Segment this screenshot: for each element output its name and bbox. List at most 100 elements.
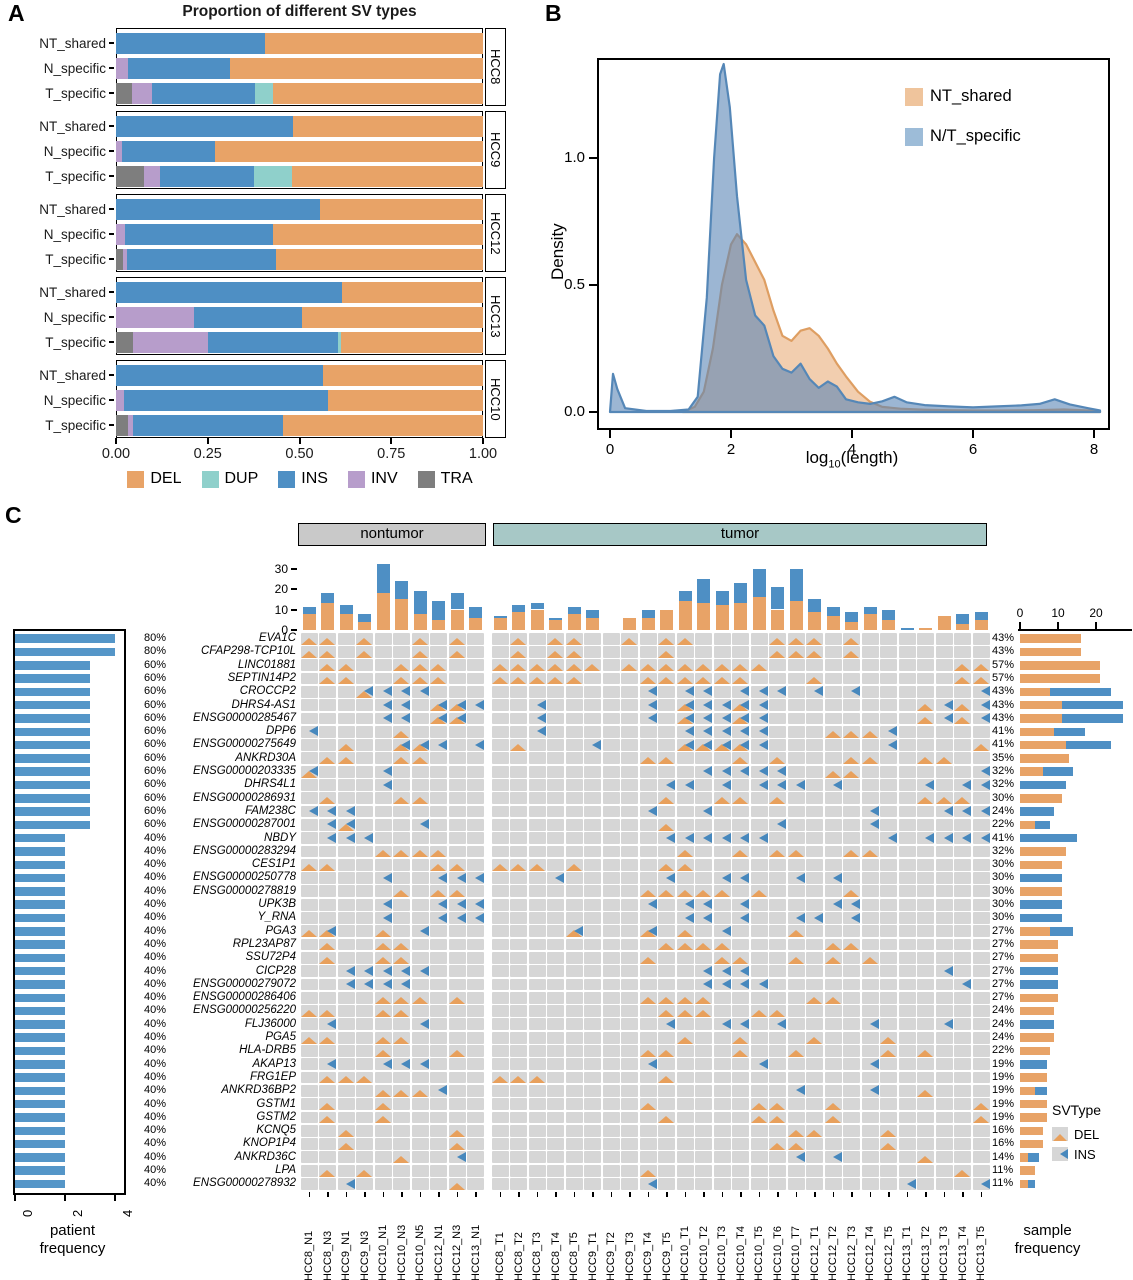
heatmap-cell [954,699,972,712]
axis-tick [109,341,114,343]
heatmap-cell [430,925,448,938]
heatmap-cell [843,885,861,898]
del-mark [806,637,823,645]
heatmap-cell [898,885,916,898]
heatmap-cell [393,818,411,831]
heatmap-cell [411,1058,429,1071]
heatmap-cell [935,646,953,658]
heatmap-cell [750,672,768,685]
patient-axis-tick [64,1194,66,1201]
heatmap-cell [528,1031,546,1044]
heatmap-cell [861,858,879,871]
heatmap-cell [319,1058,337,1071]
heatmap-cell [584,805,602,818]
heatmap-cell [374,1071,392,1084]
heatmap-cell [713,1071,731,1084]
legend-label: DEL [150,470,182,487]
heatmap-cell [750,1164,768,1177]
heatmap-cell [565,1018,583,1031]
patient-axis-tick [14,1194,16,1201]
heatmap-cell [935,1098,953,1111]
heatmap-cell [393,752,411,765]
stacked-bar [116,199,483,220]
heatmap-cell [528,965,546,978]
heatmap-cell [732,1098,750,1111]
heatmap-cell [300,765,318,778]
del-mark [954,797,971,805]
del-mark [695,890,712,898]
heatmap-cell [639,1071,657,1084]
ins-mark [943,965,953,976]
heatmap-cell [356,1124,374,1137]
heatmap-cell [393,1138,411,1150]
heatmap-cell [861,925,879,938]
heatmap-cell [806,659,824,672]
heatmap-cell [602,712,620,725]
ins-mark [703,766,713,777]
heatmap-cell [411,685,429,698]
heatmap-cell [954,1164,972,1177]
heatmap-cell [510,978,528,991]
sample-frequency-pct: 41% [992,738,1015,751]
heatmap-cell [584,1164,602,1177]
ins-mark [758,1058,768,1069]
sample-label: HCC10_T7 [790,1225,802,1280]
heatmap-cell [448,805,466,818]
heatmap-cell [676,779,694,791]
heatmap-cell [430,845,448,858]
heatmap-cell [430,1058,448,1071]
facet-strip: HCC13 [485,277,506,355]
heatmap-cell [639,1018,657,1031]
heatmap-cell [917,725,935,738]
patient-frequency-pct: 60% [143,765,166,777]
sample-frequency-pct: 11% [992,1164,1014,1176]
heatmap-cell [695,646,713,658]
heatmap-cell [658,792,676,805]
heatmap-cell [602,792,620,805]
heatmap-cell [374,672,392,685]
ins-mark [647,1058,657,1069]
row-label: T_specific [45,169,106,184]
heatmap-cell [356,872,374,884]
heatmap-cell [621,792,639,805]
heatmap-cell [769,805,787,818]
column-tick [925,1191,927,1197]
heatmap-cell [824,712,842,725]
heatmap-cell [467,925,485,938]
heatmap-cell [880,965,898,978]
sample-frequency-bar-ins [1020,1020,1055,1029]
heatmap-cell [393,712,411,725]
heatmap-cell [861,1058,879,1071]
heatmap-cell [750,1045,768,1057]
heatmap-cell [750,685,768,698]
heatmap-cell [954,898,972,911]
heatmap-cell [806,965,824,978]
axis-tick [109,316,114,318]
legend-label: NT_shared [930,87,1012,105]
heatmap-cell [547,685,565,698]
heatmap-cell [713,978,731,991]
heatmap-cell [528,699,546,712]
ins-mark [401,699,411,710]
heatmap-cell [917,765,935,778]
bar-segment-INV [116,141,122,162]
heatmap-cell [602,938,620,951]
heatmap-cell [565,779,583,791]
heatmap-cell [676,951,694,964]
heatmap-cell [547,1124,565,1137]
heatmap-cell [337,1124,355,1137]
heatmap-cell [769,938,787,951]
heatmap-cell [510,1111,528,1124]
del-mark [430,863,447,871]
ins-mark [419,965,429,976]
heatmap-cell [491,1098,509,1111]
column-tick [364,1191,366,1197]
heatmap-cell [411,1124,429,1137]
ins-mark [740,699,750,710]
heatmap-cell [448,659,466,672]
heatmap-cell [676,898,694,911]
y-axis-tick [589,156,597,160]
heatmap-cell [917,925,935,938]
patient-frequency-pct: 80% [143,632,166,644]
heatmap-cell [658,779,676,791]
